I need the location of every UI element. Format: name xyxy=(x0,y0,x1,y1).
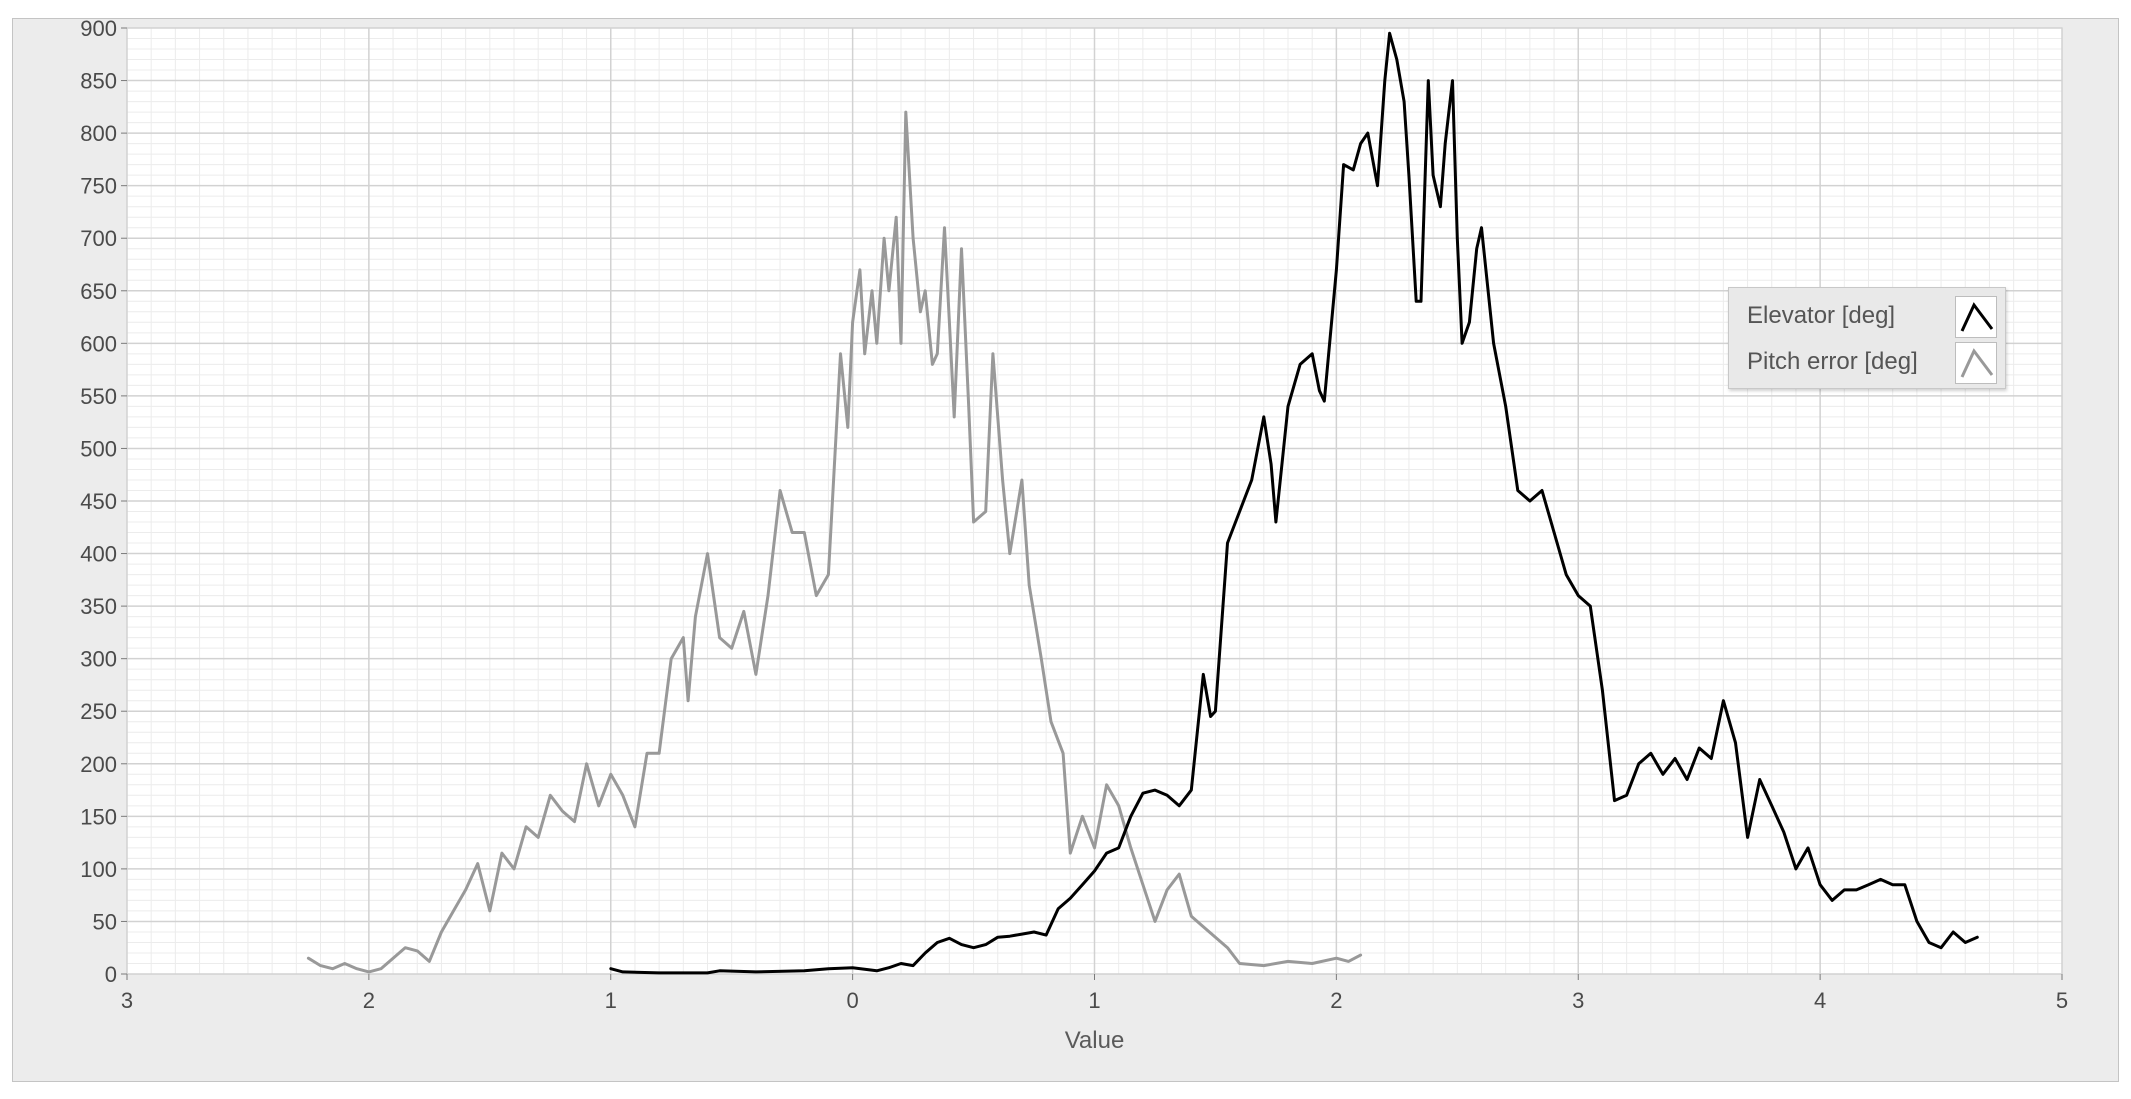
legend-label-elevator: Elevator [deg] xyxy=(1747,302,1896,329)
y-tick-label: 300 xyxy=(80,647,117,672)
y-tick-label: 450 xyxy=(80,489,117,514)
series-line-pitch xyxy=(306,110,1363,974)
series-line-elevator xyxy=(609,31,1979,975)
y-tick-label: 250 xyxy=(80,699,117,724)
y-tick-label: 350 xyxy=(80,594,117,619)
x-axis-ticks: 3 2 1 0 1 2 3 4 5 xyxy=(121,974,2068,1013)
x-tick-label: 1 xyxy=(1088,988,1100,1013)
y-tick-label: 800 xyxy=(80,121,117,146)
x-tick-label: 3 xyxy=(1572,988,1584,1013)
y-tick-label: 750 xyxy=(80,174,117,199)
x-tick-label: 3 xyxy=(121,988,133,1013)
y-tick-label: 600 xyxy=(80,331,117,356)
legend[interactable]: Elevator [deg] Pitch error [deg] xyxy=(1728,287,2006,389)
line-style-icon[interactable] xyxy=(1955,296,1997,338)
legend-item-pitch-error[interactable]: Pitch error [deg] xyxy=(1741,340,2001,384)
x-tick-label: 1 xyxy=(605,988,617,1013)
x-tick-label: 0 xyxy=(847,988,859,1013)
elevator-swatch-icon xyxy=(1960,302,1994,332)
y-tick-label: 50 xyxy=(93,909,117,934)
y-tick-label: 900 xyxy=(80,16,117,41)
y-tick-label: 0 xyxy=(105,962,117,987)
x-tick-label: 5 xyxy=(2056,988,2068,1013)
line-style-icon[interactable] xyxy=(1955,342,1997,384)
y-tick-label: 200 xyxy=(80,752,117,777)
x-tick-label: 2 xyxy=(363,988,375,1013)
y-tick-label: 500 xyxy=(80,436,117,461)
y-tick-label: 150 xyxy=(80,804,117,829)
pitch-error-swatch-icon xyxy=(1960,348,1994,378)
y-tick-label: 700 xyxy=(80,226,117,251)
y-axis-ticks: 0 50 100 150 200 250 300 350 400 450 500 550 600 650 7… xyxy=(80,16,127,987)
y-tick-label: 550 xyxy=(80,384,117,409)
major-grid xyxy=(126,27,2063,975)
y-tick-label: 400 xyxy=(80,542,117,567)
x-tick-label: 2 xyxy=(1330,988,1342,1013)
y-tick-label: 650 xyxy=(80,279,117,304)
x-tick-label: 4 xyxy=(1814,988,1826,1013)
legend-item-elevator[interactable]: Elevator [deg] xyxy=(1741,294,2001,338)
y-tick-label: 100 xyxy=(80,857,117,882)
y-tick-label: 850 xyxy=(80,69,117,94)
series-layer xyxy=(306,31,1979,975)
x-axis-label: Value xyxy=(1065,1027,1125,1054)
legend-label-pitch-error: Pitch error [deg] xyxy=(1747,348,1918,375)
